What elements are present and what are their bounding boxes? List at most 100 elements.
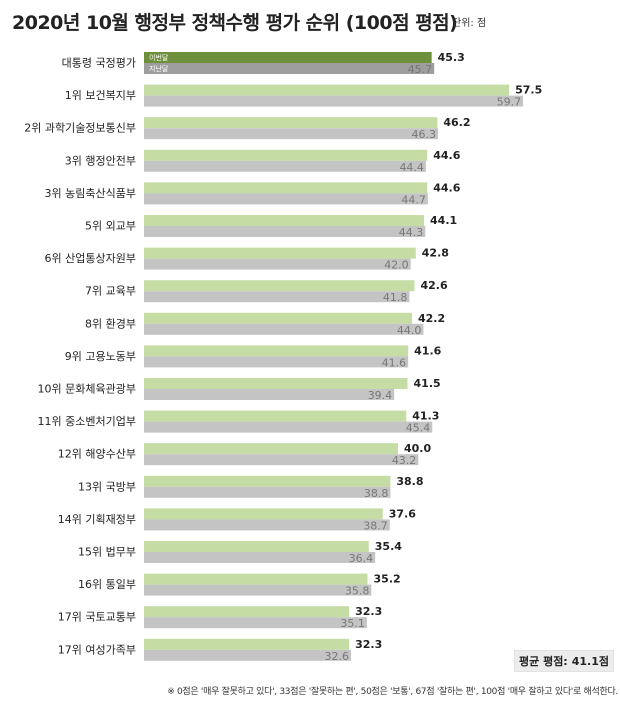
- category-label: 17위 국토교통부: [58, 611, 136, 624]
- value-label-current: 44.1: [430, 214, 457, 227]
- bar-previous: [144, 486, 391, 498]
- bar-previous: [144, 421, 433, 433]
- value-label-current: 44.6: [433, 181, 460, 194]
- value-label-previous: 45.4: [406, 422, 431, 435]
- category-label: 11위 중소벤처기업부: [38, 415, 136, 428]
- category-label: 14위 기획재정부: [58, 513, 136, 526]
- bar-previous: [144, 63, 435, 74]
- bar-current: [144, 84, 510, 96]
- bar-previous: [144, 519, 390, 531]
- value-label-previous: 46.3: [412, 128, 437, 141]
- legend-previous: 지난달: [149, 64, 169, 73]
- category-label: 12위 해양수산부: [58, 447, 136, 461]
- value-label-previous: 42.0: [384, 259, 409, 272]
- value-label-current: 57.5: [515, 84, 542, 97]
- bar-current: [144, 475, 391, 487]
- value-label-previous: 44.3: [399, 226, 424, 239]
- average-score-box: 평균 평점: 41.1점: [514, 650, 614, 672]
- bar-previous: [144, 95, 524, 107]
- bar-current: [144, 117, 438, 129]
- category-label: 15위 법무부: [78, 546, 136, 559]
- bar-current: [144, 215, 425, 226]
- category-label: 5위 외교부: [85, 220, 136, 233]
- value-label-current: 35.4: [375, 540, 402, 553]
- value-label-current: 44.6: [433, 149, 460, 162]
- value-label-current: 42.8: [422, 247, 449, 260]
- value-label-previous: 44.0: [397, 324, 422, 337]
- value-label-current: 38.8: [396, 475, 423, 488]
- category-label: 7위 교육부: [85, 285, 136, 298]
- average-value: 41.1점: [571, 655, 609, 668]
- category-label: 대통령 국정평가: [62, 57, 136, 70]
- chart-title: 2020년 10월 행정부 정책수행 평가 순위 (100점 평점): [12, 12, 458, 34]
- category-label: 3위 행정안전부: [65, 154, 136, 167]
- value-label-current: 41.3: [412, 410, 439, 423]
- value-label-current: 42.6: [421, 279, 448, 292]
- category-label: 2위 과학기술정보통신부: [24, 122, 136, 135]
- bar-previous: [144, 552, 376, 563]
- legend-current: 이번달: [149, 53, 169, 62]
- bar-current: [144, 638, 350, 650]
- value-label-current: 40.0: [404, 442, 431, 455]
- value-label-previous: 35.1: [340, 617, 365, 630]
- value-label-current: 42.2: [418, 312, 445, 325]
- value-label-previous: 41.6: [382, 356, 407, 369]
- bar-previous: [144, 389, 395, 400]
- bar-previous: [144, 356, 409, 368]
- bar-current: [144, 508, 383, 520]
- value-label-current: 37.6: [389, 507, 416, 520]
- value-label-previous: 32.6: [325, 650, 350, 663]
- value-label-previous: 39.4: [368, 389, 393, 402]
- bar-current: [144, 149, 428, 161]
- category-label: 8위 환경부: [85, 317, 136, 330]
- value-label-previous: 59.7: [497, 96, 522, 109]
- category-label: 1위 보건복지부: [65, 89, 136, 102]
- bar-current: [144, 345, 409, 357]
- value-label-previous: 44.4: [399, 161, 424, 174]
- category-label: 16위 통일부: [78, 577, 136, 591]
- value-label-current: 32.3: [355, 638, 382, 651]
- bar-current: [144, 443, 398, 455]
- bar-previous: [144, 584, 372, 596]
- bar-previous: [144, 258, 411, 270]
- category-label: 10위 문화체육관광부: [38, 383, 136, 396]
- bar-current: [144, 410, 407, 422]
- footnote: ※ 0점은 '매우 잘못하고 있다', 33점은 '잘못하는 편', 50점은 …: [167, 687, 618, 697]
- value-label-current: 41.5: [414, 377, 441, 390]
- bar-previous: [144, 128, 439, 140]
- unit-label: 단위: 점: [452, 18, 487, 29]
- value-label-previous: 44.7: [401, 193, 426, 206]
- value-label-current: 45.3: [438, 51, 465, 64]
- bar-current: [144, 52, 432, 63]
- value-label-previous: 36.4: [349, 552, 374, 565]
- bar-current: [144, 312, 412, 324]
- bar-current: [144, 378, 408, 389]
- category-label: 9위 고용노동부: [65, 350, 136, 363]
- value-label-previous: 38.7: [363, 519, 388, 532]
- bar-current: [144, 247, 416, 259]
- bar-previous: [144, 291, 410, 303]
- bar-current: [144, 541, 369, 552]
- value-label-current: 35.2: [374, 573, 401, 586]
- value-label-previous: 43.2: [392, 454, 417, 467]
- bar-current: [144, 606, 350, 618]
- bar-previous: [144, 454, 419, 466]
- bar-previous: [144, 323, 424, 335]
- value-label-previous: 38.8: [364, 487, 389, 500]
- value-label-previous: 45.7: [408, 63, 433, 76]
- bar-previous: [144, 226, 426, 237]
- category-label: 6위 산업통상자원부: [45, 252, 136, 265]
- bar-current: [144, 280, 415, 292]
- value-label-previous: 35.8: [345, 585, 370, 598]
- bar-previous: [144, 649, 352, 661]
- category-label: 17위 여성가족부: [58, 643, 136, 656]
- value-label-current: 41.6: [414, 344, 441, 357]
- bar-previous: [144, 193, 428, 205]
- bar-current: [144, 182, 428, 194]
- average-label: 평균 평점:: [519, 655, 568, 668]
- bar-previous: [144, 160, 426, 172]
- value-label-current: 32.3: [355, 605, 382, 618]
- value-label-current: 46.2: [443, 116, 470, 129]
- bar-previous: [144, 617, 367, 629]
